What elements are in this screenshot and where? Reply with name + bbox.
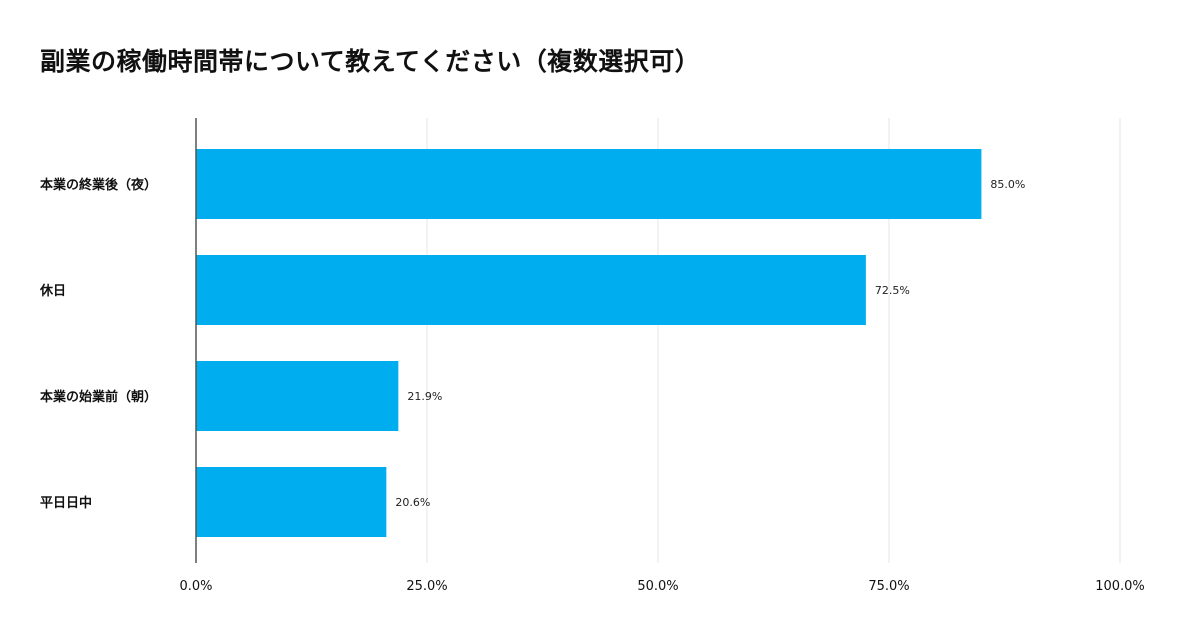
chart-title: 副業の稼働時間帯について教えてください（複数選択可）	[40, 47, 701, 76]
category-label-1: 休日	[39, 283, 66, 299]
value-label-1: 72.5%	[875, 284, 910, 297]
bar-0[interactable]	[196, 149, 982, 219]
category-label-3: 平日日中	[40, 495, 92, 511]
category-label-2: 本業の始業前（朝）	[40, 389, 157, 405]
bar-3[interactable]	[196, 467, 387, 537]
value-label-2: 21.9%	[407, 390, 442, 403]
value-label-0: 85.0%	[990, 178, 1025, 191]
x-tick-label-1: 25.0%	[406, 579, 447, 594]
value-label-3: 20.6%	[395, 496, 430, 509]
category-label-0: 本業の終業後（夜）	[40, 177, 157, 193]
x-tick-label-0: 0.0%	[179, 579, 212, 594]
bar-1[interactable]	[196, 255, 866, 325]
x-tick-label-4: 100.0%	[1095, 579, 1145, 594]
x-tick-label-3: 75.0%	[868, 579, 909, 594]
x-tick-label-2: 50.0%	[637, 579, 678, 594]
bar-2[interactable]	[196, 361, 399, 431]
